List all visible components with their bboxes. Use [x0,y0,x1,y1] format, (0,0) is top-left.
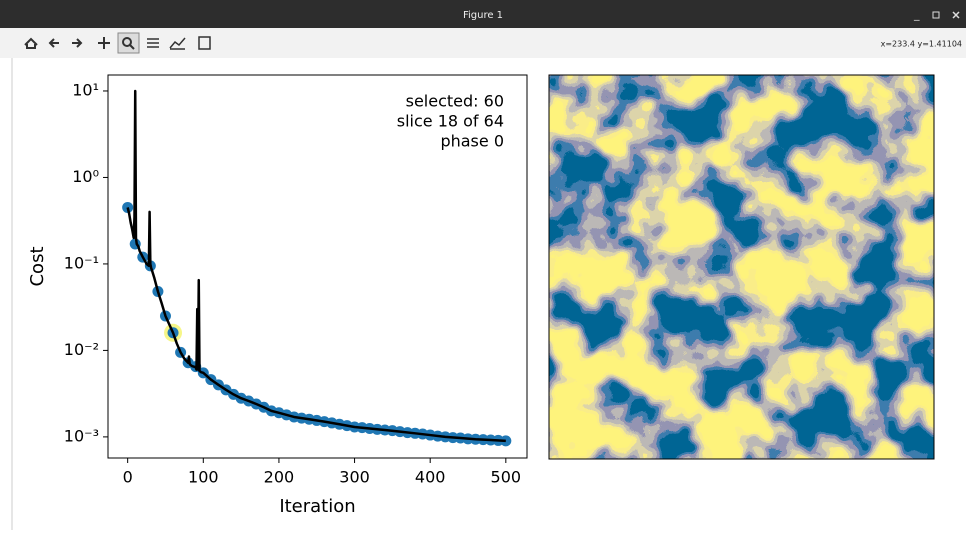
save-button[interactable] [198,36,211,50]
maximize-button[interactable] [932,11,940,19]
toolbar-icons [24,32,211,54]
annotation: phase 0 [440,132,504,151]
plot-area [108,75,527,458]
y-axis-label: Cost [27,246,48,286]
toolbar [0,28,966,58]
x-tick-label: 0 [123,468,133,487]
point [500,435,512,447]
annotation: selected: 60 [406,92,504,111]
forward-button[interactable] [72,38,83,48]
x-tick-label: 100 [188,468,219,487]
x-tick-label: 500 [491,468,522,487]
zoom-button[interactable] [117,32,140,54]
minimize-button[interactable]: _ [913,8,920,21]
home-button[interactable] [24,37,38,49]
pan-button[interactable] [98,37,110,49]
title-bar [0,0,966,28]
subplots-button[interactable] [147,38,159,48]
cost-line [126,89,506,443]
edit-button[interactable] [169,37,186,50]
y-tick-label: 10⁻³ [64,426,99,445]
back-button[interactable] [48,38,59,48]
x-tick-label: 300 [339,468,370,487]
slice-image [549,75,934,459]
y-tick-label: 10¹ [72,80,99,99]
plot-frame [107,74,528,459]
y-tick-label: 10⁻² [64,340,99,359]
x-axis-label: Iteration [279,496,355,517]
cursor-coordinates: x=233.4 y=1.41104 [881,40,962,49]
x-tick-label: 200 [264,468,295,487]
x-tick-label: 400 [415,468,446,487]
cost-plot: 0 100 200 300 400 500 10⁻³ 10⁻² 10⁻¹ 10⁰ 10¹ select… [27,74,528,517]
close-button[interactable] [952,11,960,19]
annotation: slice 18 of 64 [397,112,504,131]
image-frame [548,74,935,460]
y-tick-label: 10⁻¹ [64,253,99,272]
window-title: Figure 1 [463,10,503,21]
y-tick-label: 10⁰ [72,167,99,186]
